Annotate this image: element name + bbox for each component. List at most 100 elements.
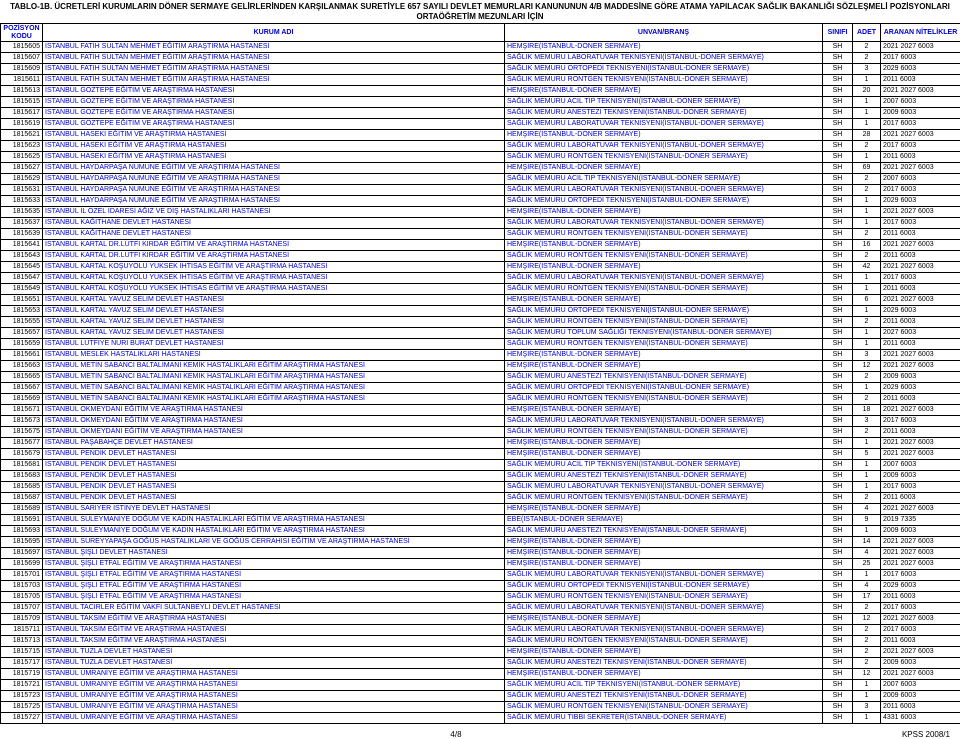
cell-kurum: İSTANBUL PENDİK DEVLET HASTANESİ xyxy=(43,460,505,471)
cell-kod: 1815643 xyxy=(1,251,43,262)
cell-adet: 4 xyxy=(853,548,881,559)
cell-aranan: 2021 2027 6003 xyxy=(881,240,960,251)
cell-sinif: SH xyxy=(823,108,853,119)
cell-unvan: HEMŞİRE(İSTANBUL-DÖNER SERMAYE) xyxy=(505,262,823,273)
cell-adet: 16 xyxy=(853,240,881,251)
cell-sinif: SH xyxy=(823,680,853,691)
cell-kod: 1815669 xyxy=(1,394,43,405)
table-row: 1815711İSTANBUL TAKSİM EĞİTİM VE ARAŞTIR… xyxy=(1,625,960,636)
cell-adet: 28 xyxy=(853,130,881,141)
table-row: 1815677İSTANBUL PAŞABAHÇE DEVLET HASTANE… xyxy=(1,438,960,449)
title-line2: ORTAÖĞRETİM MEZUNLARI İÇİN xyxy=(417,12,544,21)
cell-aranan: 2011 6003 xyxy=(881,317,960,328)
cell-kod: 1815725 xyxy=(1,702,43,713)
cell-sinif: SH xyxy=(823,460,853,471)
cell-kurum: İSTANBUL HASEKİ EĞİTİM VE ARAŞTIRMA HAST… xyxy=(43,130,505,141)
cell-adet: 3 xyxy=(853,64,881,75)
cell-kod: 1815697 xyxy=(1,548,43,559)
cell-aranan: 2021 2027 6003 xyxy=(881,42,960,53)
cell-aranan: 2017 6003 xyxy=(881,416,960,427)
cell-unvan: SAĞLIK MEMURU RÖNTGEN TEKNİSYENİ(İSTANBU… xyxy=(505,427,823,438)
cell-adet: 1 xyxy=(853,119,881,130)
cell-aranan: 2021 2027 6003 xyxy=(881,361,960,372)
table-row: 1815645İSTANBUL KARTAL KOŞUYOLU YÜKSEK İ… xyxy=(1,262,960,273)
cell-aranan: 2007 6003 xyxy=(881,97,960,108)
table-row: 1815727İSTANBUL ÜMRANİYE EĞİTİM VE ARAŞT… xyxy=(1,713,960,724)
cell-aranan: 2009 6003 xyxy=(881,691,960,702)
table-row: 1815623İSTANBUL HASEKİ EĞİTİM VE ARAŞTIR… xyxy=(1,141,960,152)
cell-sinif: SH xyxy=(823,207,853,218)
cell-kurum: İSTANBUL OKMEYDANI EĞİTİM VE ARAŞTIRMA H… xyxy=(43,416,505,427)
cell-adet: 2 xyxy=(853,141,881,152)
cell-sinif: SH xyxy=(823,515,853,526)
cell-unvan: SAĞLIK MEMURU RÖNTGEN TEKNİSYENİ(İSTANBU… xyxy=(505,317,823,328)
cell-adet: 9 xyxy=(853,515,881,526)
cell-aranan: 2011 6003 xyxy=(881,284,960,295)
cell-sinif: SH xyxy=(823,537,853,548)
cell-unvan: HEMŞİRE(İSTANBUL-DÖNER SERMAYE) xyxy=(505,42,823,53)
cell-kurum: İSTANBUL PENDİK DEVLET HASTANESİ xyxy=(43,449,505,460)
cell-adet: 2 xyxy=(853,317,881,328)
cell-unvan: SAĞLIK MEMURU ORTOPEDİ TEKNİSYENİ(İSTANB… xyxy=(505,196,823,207)
table-row: 1815709İSTANBUL TAKSİM EĞİTİM VE ARAŞTIR… xyxy=(1,614,960,625)
cell-unvan: HEMŞİRE(İSTANBUL-DÖNER SERMAYE) xyxy=(505,548,823,559)
cell-sinif: SH xyxy=(823,570,853,581)
cell-kurum: İSTANBUL SÜREYYAPAŞA GÖĞÜS HASTALIKLARI … xyxy=(43,537,505,548)
table-row: 1815627İSTANBUL HAYDARPAŞA NUMUNE EĞİTİM… xyxy=(1,163,960,174)
cell-aranan: 2029 6003 xyxy=(881,196,960,207)
cell-adet: 3 xyxy=(853,350,881,361)
cell-sinif: SH xyxy=(823,284,853,295)
cell-sinif: SH xyxy=(823,273,853,284)
table-row: 1815667İSTANBUL METİN SABANCI BALTALİMAN… xyxy=(1,383,960,394)
table-row: 1815715İSTANBUL TUZLA DEVLET HASTANESİHE… xyxy=(1,647,960,658)
cell-kurum: İSTANBUL GÖZTEPE EĞİTİM VE ARAŞTIRMA HAS… xyxy=(43,108,505,119)
cell-kurum: İSTANBUL HASEKİ EĞİTİM VE ARAŞTIRMA HAST… xyxy=(43,152,505,163)
cell-unvan: SAĞLIK MEMURU ACİL TIP TEKNİSYENİ(İSTANB… xyxy=(505,680,823,691)
cell-kod: 1815717 xyxy=(1,658,43,669)
cell-sinif: SH xyxy=(823,339,853,350)
table-row: 1815687İSTANBUL PENDİK DEVLET HASTANESİS… xyxy=(1,493,960,504)
cell-kurum: İSTANBUL PENDİK DEVLET HASTANESİ xyxy=(43,493,505,504)
cell-unvan: SAĞLIK MEMURU ACİL TIP TEKNİSYENİ(İSTANB… xyxy=(505,174,823,185)
cell-kurum: İSTANBUL KARTAL YAVUZ SELİM DEVLET HASTA… xyxy=(43,295,505,306)
cell-adet: 2 xyxy=(853,174,881,185)
cell-kod: 1815607 xyxy=(1,53,43,64)
cell-unvan: HEMŞİRE(İSTANBUL-DÖNER SERMAYE) xyxy=(505,438,823,449)
cell-sinif: SH xyxy=(823,647,853,658)
cell-kurum: İSTANBUL METİN SABANCI BALTALİMANI KEMİK… xyxy=(43,372,505,383)
cell-kod: 1815639 xyxy=(1,229,43,240)
cell-kod: 1815635 xyxy=(1,207,43,218)
cell-unvan: SAĞLIK MEMURU LABORATUVAR TEKNİSYENİ(İST… xyxy=(505,416,823,427)
cell-aranan: 2021 2027 6003 xyxy=(881,405,960,416)
cell-adet: 2 xyxy=(853,229,881,240)
table-row: 1815633İSTANBUL HAYDARPAŞA NUMUNE EĞİTİM… xyxy=(1,196,960,207)
cell-unvan: SAĞLIK MEMURU LABORATUVAR TEKNİSYENİ(İST… xyxy=(505,185,823,196)
cell-kurum: İSTANBUL KARTAL KOŞUYOLU YÜKSEK İHTİSAS … xyxy=(43,273,505,284)
cell-aranan: 2019 7335 xyxy=(881,515,960,526)
table-row: 1815675İSTANBUL OKMEYDANI EĞİTİM VE ARAŞ… xyxy=(1,427,960,438)
table-row: 1815625İSTANBUL HASEKİ EĞİTİM VE ARAŞTIR… xyxy=(1,152,960,163)
cell-aranan: 2011 6003 xyxy=(881,229,960,240)
cell-unvan: SAĞLIK MEMURU RÖNTGEN TEKNİSYENİ(İSTANBU… xyxy=(505,636,823,647)
cell-sinif: SH xyxy=(823,262,853,273)
cell-aranan: 2011 6003 xyxy=(881,427,960,438)
cell-aranan: 2011 6003 xyxy=(881,394,960,405)
cell-kod: 1815653 xyxy=(1,306,43,317)
cell-sinif: SH xyxy=(823,438,853,449)
cell-aranan: 2011 6003 xyxy=(881,592,960,603)
cell-kod: 1815677 xyxy=(1,438,43,449)
cell-sinif: SH xyxy=(823,471,853,482)
cell-kurum: İSTANBUL KAĞITHANE DEVLET HASTANESİ xyxy=(43,229,505,240)
table-row: 1815649İSTANBUL KARTAL KOŞUYOLU YÜKSEK İ… xyxy=(1,284,960,295)
cell-kurum: İSTANBUL SÜLEYMANİYE DOĞUM VE KADIN HAST… xyxy=(43,515,505,526)
table-row: 1815725İSTANBUL ÜMRANİYE EĞİTİM VE ARAŞT… xyxy=(1,702,960,713)
cell-sinif: SH xyxy=(823,295,853,306)
cell-adet: 2 xyxy=(853,625,881,636)
cell-unvan: HEMŞİRE(İSTANBUL-DÖNER SERMAYE) xyxy=(505,449,823,460)
cell-adet: 1 xyxy=(853,383,881,394)
cell-adet: 1 xyxy=(853,526,881,537)
cell-sinif: SH xyxy=(823,86,853,97)
table-row: 1815647İSTANBUL KARTAL KOŞUYOLU YÜKSEK İ… xyxy=(1,273,960,284)
cell-kod: 1815671 xyxy=(1,405,43,416)
cell-kurum: İSTANBUL LÜTFİYE NURİ BURAT DEVLET HASTA… xyxy=(43,339,505,350)
